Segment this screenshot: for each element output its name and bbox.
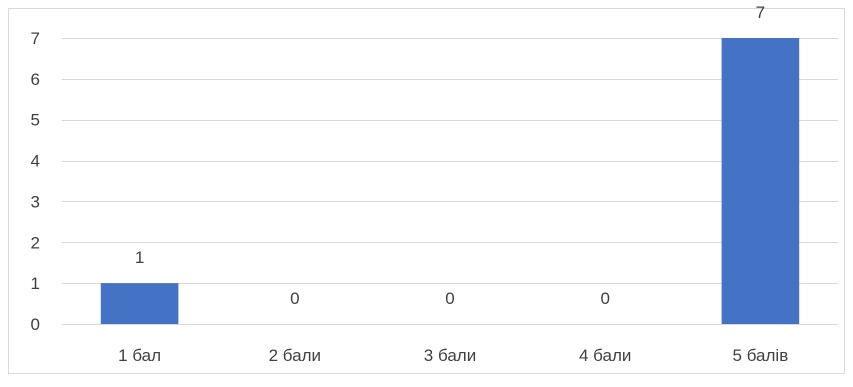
x-axis-ticks: 1 бал 2 бали 3 бали 4 бали 5 балів	[118, 346, 788, 365]
y-tick-label: 5	[31, 111, 40, 130]
x-tick-label-1: 1 бал	[118, 346, 161, 365]
data-label-4: 0	[600, 289, 609, 308]
y-axis-ticks: 0 1 2 3 4 5 6 7	[31, 29, 40, 334]
y-tick-label: 4	[31, 152, 40, 171]
data-label-5: 7	[756, 3, 765, 22]
data-label-1: 1	[135, 248, 144, 267]
data-label-3: 0	[445, 289, 454, 308]
y-tick-label: 2	[31, 233, 40, 252]
x-tick-label-3: 3 бали	[424, 346, 476, 365]
x-tick-label-5: 5 балів	[733, 346, 789, 365]
x-tick-label-4: 4 бали	[579, 346, 631, 365]
data-label-2: 0	[290, 289, 299, 308]
x-tick-label-2: 2 бали	[269, 346, 321, 365]
y-tick-label: 3	[31, 192, 40, 211]
y-tick-label: 6	[31, 70, 40, 89]
bar-5	[721, 38, 800, 324]
y-tick-label: 0	[31, 315, 40, 334]
y-tick-label: 7	[31, 29, 40, 48]
y-tick-label: 1	[31, 274, 40, 293]
bars	[100, 38, 800, 324]
gridlines	[62, 38, 838, 284]
data-labels: 1 0 0 0 7	[135, 3, 765, 308]
bar-1	[100, 283, 179, 324]
